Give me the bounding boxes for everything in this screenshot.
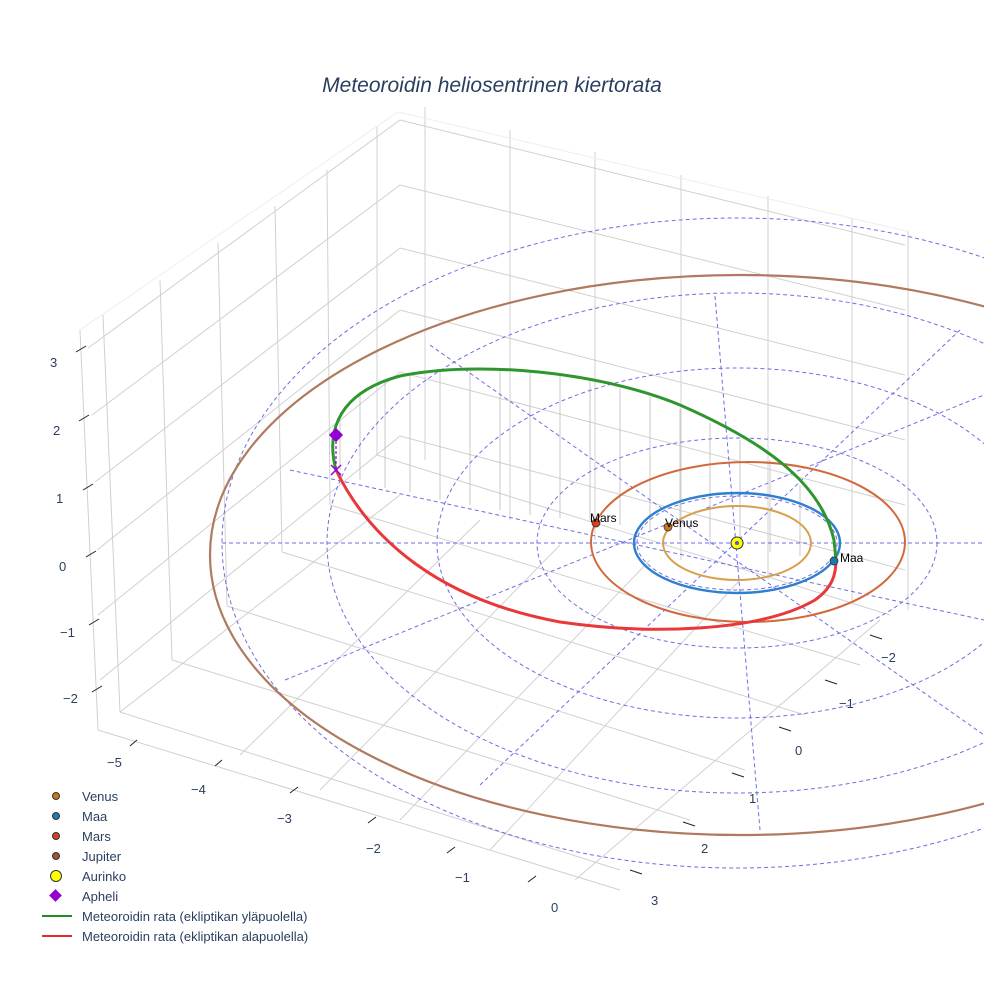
- y-axis: [629, 634, 883, 875]
- legend-item-orbit-below[interactable]: Meteoroidin rata (ekliptikan alapuolella…: [36, 926, 308, 946]
- aphelion-diamond-icon: [49, 889, 62, 902]
- legend-item-apheli[interactable]: Apheli: [36, 886, 308, 906]
- legend-label: Aurinko: [82, 868, 127, 884]
- x-tick-0: 0: [551, 900, 558, 915]
- z-tick-0: 0: [59, 559, 66, 574]
- legend-label: Apheli: [82, 888, 119, 904]
- legend-item-venus[interactable]: Venus: [36, 786, 308, 806]
- legend-label: Venus: [82, 788, 119, 804]
- legend-label: Jupiter: [82, 848, 122, 864]
- legend-label: Meteoroidin rata (ekliptikan yläpuolella…: [82, 908, 308, 924]
- earth-marker[interactable]: [829, 556, 839, 566]
- earth-label: Maa: [840, 551, 864, 565]
- aphelion-marker[interactable]: [328, 427, 344, 443]
- legend-item-maa[interactable]: Maa: [36, 806, 308, 826]
- y-tick-0: 0: [795, 743, 802, 758]
- x-tick-m1: −1: [455, 870, 470, 885]
- y-tick-2: 2: [701, 841, 708, 856]
- legend-item-mars[interactable]: Mars: [36, 826, 308, 846]
- z-tick-1: 1: [56, 491, 63, 506]
- mars-marker[interactable]: [591, 518, 601, 528]
- venus-orbit: [662, 505, 812, 581]
- x-tick-m5: −5: [107, 755, 122, 770]
- legend-label: Maa: [82, 808, 108, 824]
- venus-marker[interactable]: [663, 522, 673, 532]
- x-axis: [129, 739, 537, 883]
- mars-dot-icon: [52, 832, 60, 840]
- legend-label: Meteoroidin rata (ekliptikan alapuolella…: [82, 928, 309, 944]
- green-line-icon: [42, 915, 72, 917]
- z-tick-3: 3: [50, 355, 57, 370]
- y-tick-1: 1: [749, 791, 756, 806]
- legend-label: Mars: [82, 828, 111, 844]
- venus-dot-icon: [52, 792, 60, 800]
- z-tick-2: 2: [53, 423, 60, 438]
- chart-title: Meteoroidin heliosentrinen kiertorata: [322, 74, 662, 97]
- drop-lines: [339, 369, 801, 556]
- z-tick-m1: −1: [60, 625, 75, 640]
- mars-label: Mars: [590, 511, 617, 525]
- earth-orbit: [632, 491, 842, 595]
- earth-dot-icon: [52, 812, 60, 820]
- y-tick-m1: −1: [839, 696, 854, 711]
- z-tick-m2: −2: [63, 691, 78, 706]
- legend: Venus Maa Mars Jupiter Aurinko Apheli Me…: [36, 786, 308, 946]
- sun-dot-icon: [50, 870, 62, 882]
- ecliptic-grid: [221, 217, 984, 869]
- jupiter-orbit: [209, 273, 984, 837]
- x-tick-m4: −4: [191, 782, 206, 797]
- venus-label: Venus: [665, 516, 698, 530]
- x-tick-m2: −2: [366, 841, 381, 856]
- y-tick-m2: −2: [881, 650, 896, 665]
- jupiter-dot-icon: [52, 852, 60, 860]
- meteoroid-orbit-below: [334, 469, 838, 631]
- legend-item-orbit-above[interactable]: Meteoroidin rata (ekliptikan yläpuolella…: [36, 906, 308, 926]
- y-tick-3: 3: [651, 893, 658, 908]
- legend-item-jupiter[interactable]: Jupiter: [36, 846, 308, 866]
- meteoroid-orbit-above: [331, 367, 838, 561]
- legend-item-aurinko[interactable]: Aurinko: [36, 866, 308, 886]
- z-axis: [75, 345, 103, 693]
- red-line-icon: [42, 935, 72, 937]
- sun-core-icon: [735, 541, 739, 545]
- aphelion-projection-x-icon: [330, 464, 342, 476]
- x-tick-m3: −3: [277, 811, 292, 826]
